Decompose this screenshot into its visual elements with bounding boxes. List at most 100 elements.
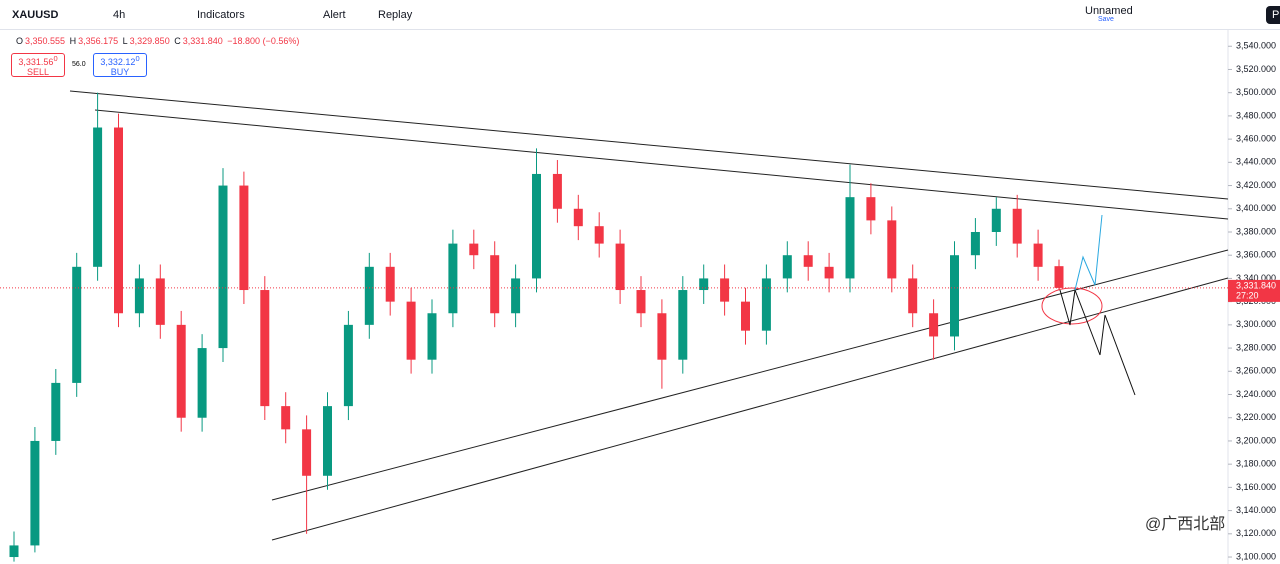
arrow-path bbox=[1059, 288, 1136, 396]
save-button[interactable]: Save bbox=[1098, 16, 1114, 23]
buy-sup: 0 bbox=[135, 54, 140, 63]
candle-body bbox=[887, 220, 897, 279]
candle-body bbox=[908, 278, 918, 314]
candle-body bbox=[176, 324, 186, 418]
trend-line bbox=[94, 109, 1229, 220]
y-tick-label: 3,380.000 bbox=[1236, 226, 1276, 236]
y-tick-label: 3,120.000 bbox=[1236, 528, 1276, 538]
countdown: 27:20 bbox=[1236, 290, 1259, 300]
symbol[interactable]: XAUUSD bbox=[12, 9, 59, 21]
high: 3,356.175 bbox=[78, 36, 119, 46]
open: 3,350.555 bbox=[25, 36, 66, 46]
y-tick-label: 3,340.000 bbox=[1236, 273, 1276, 283]
buy-price: 3,332.12 bbox=[100, 57, 136, 67]
candle-body bbox=[678, 290, 688, 360]
y-tick-label: 3,180.000 bbox=[1236, 459, 1276, 469]
indicators-button[interactable]: Indicators bbox=[197, 9, 245, 21]
c-label: C bbox=[174, 36, 181, 46]
candle-body bbox=[30, 440, 40, 546]
candle-body bbox=[406, 301, 416, 360]
y-tick-label: 3,360.000 bbox=[1236, 250, 1276, 260]
candle-body bbox=[323, 406, 332, 476]
candle-body bbox=[1012, 208, 1022, 244]
y-tick-label: 3,140.000 bbox=[1236, 505, 1276, 515]
y-tick-label: 3,540.000 bbox=[1236, 41, 1276, 51]
candle-body bbox=[761, 278, 771, 331]
arrow-path bbox=[1074, 214, 1103, 291]
layout-name[interactable]: Unnamed bbox=[1085, 5, 1133, 17]
watermark: @广西北部 bbox=[1145, 515, 1225, 533]
candle-body bbox=[699, 278, 709, 291]
sell-sup: 0 bbox=[53, 54, 58, 63]
candle-body bbox=[950, 255, 959, 337]
candle-body bbox=[197, 348, 207, 418]
h-label: H bbox=[69, 36, 77, 46]
alert-button[interactable]: Alert bbox=[323, 9, 346, 21]
candle-body bbox=[532, 173, 541, 279]
candle-body bbox=[427, 313, 437, 360]
candle-body bbox=[302, 429, 312, 476]
candle-body bbox=[782, 255, 792, 279]
buy-label: BUY bbox=[110, 67, 130, 77]
candle-body bbox=[239, 185, 249, 291]
y-tick-label: 3,260.000 bbox=[1236, 366, 1276, 376]
candle-body bbox=[511, 278, 521, 314]
candle-body bbox=[155, 278, 165, 325]
price-label-box bbox=[1228, 279, 1280, 302]
candle-body bbox=[845, 197, 855, 279]
trend-lines bbox=[69, 90, 1229, 541]
price-label: 3,331.840 bbox=[1236, 280, 1276, 290]
candle-body bbox=[260, 290, 270, 407]
sell-label: SELL bbox=[26, 67, 50, 77]
candle-body bbox=[552, 173, 562, 209]
buy-button[interactable]: 3,332.120 BUY bbox=[93, 53, 147, 77]
y-tick-label: 3,100.000 bbox=[1236, 551, 1276, 561]
candle-body bbox=[594, 226, 604, 244]
y-tick-label: 3,200.000 bbox=[1236, 435, 1276, 445]
candle-body bbox=[9, 545, 19, 558]
candle-body bbox=[824, 266, 834, 279]
candle-body bbox=[866, 197, 876, 221]
candle-body bbox=[636, 290, 646, 314]
y-tick-label: 3,240.000 bbox=[1236, 389, 1276, 399]
candle-body bbox=[364, 266, 374, 325]
candle-body bbox=[657, 313, 667, 360]
candle-body bbox=[970, 231, 980, 256]
candle-body bbox=[448, 243, 458, 314]
y-tick-label: 3,220.000 bbox=[1236, 412, 1276, 422]
candle-body bbox=[93, 127, 103, 267]
y-tick-label: 3,420.000 bbox=[1236, 180, 1276, 190]
candle-body bbox=[134, 278, 144, 314]
replay-button[interactable]: Replay bbox=[378, 9, 413, 21]
candle-body bbox=[385, 266, 395, 302]
low: 3,329.850 bbox=[129, 36, 170, 46]
candle-body bbox=[1054, 266, 1064, 288]
candle-body bbox=[72, 266, 82, 383]
profile-button[interactable]: P bbox=[1266, 6, 1280, 24]
trend-line bbox=[271, 249, 1229, 501]
change: −18.800 (−0.56%) bbox=[227, 36, 300, 46]
close: 3,331.840 bbox=[182, 36, 223, 46]
candle-body bbox=[218, 185, 228, 349]
y-tick-label: 3,440.000 bbox=[1236, 157, 1276, 167]
candle-body bbox=[720, 278, 730, 302]
y-tick-label: 3,500.000 bbox=[1236, 87, 1276, 97]
candle-body bbox=[803, 255, 813, 267]
candle-body bbox=[281, 406, 291, 430]
candle-body bbox=[114, 127, 123, 314]
y-tick-label: 3,280.000 bbox=[1236, 342, 1276, 352]
toolbar: XAUUSD 4h Indicators Alert Replay Unname… bbox=[0, 0, 1280, 30]
interval[interactable]: 4h bbox=[113, 9, 126, 21]
y-tick-label: 3,160.000 bbox=[1236, 482, 1276, 492]
highlight-ellipse bbox=[1041, 287, 1103, 325]
spread: 56.0 bbox=[72, 61, 86, 68]
candle-body bbox=[1033, 243, 1043, 267]
sell-price: 3,331.56 bbox=[18, 57, 54, 67]
trend-line bbox=[69, 90, 1229, 200]
sell-button[interactable]: 3,331.560 SELL bbox=[11, 53, 65, 77]
candle-body bbox=[469, 243, 479, 256]
o-label: O bbox=[16, 36, 24, 46]
candle-body bbox=[929, 313, 939, 337]
